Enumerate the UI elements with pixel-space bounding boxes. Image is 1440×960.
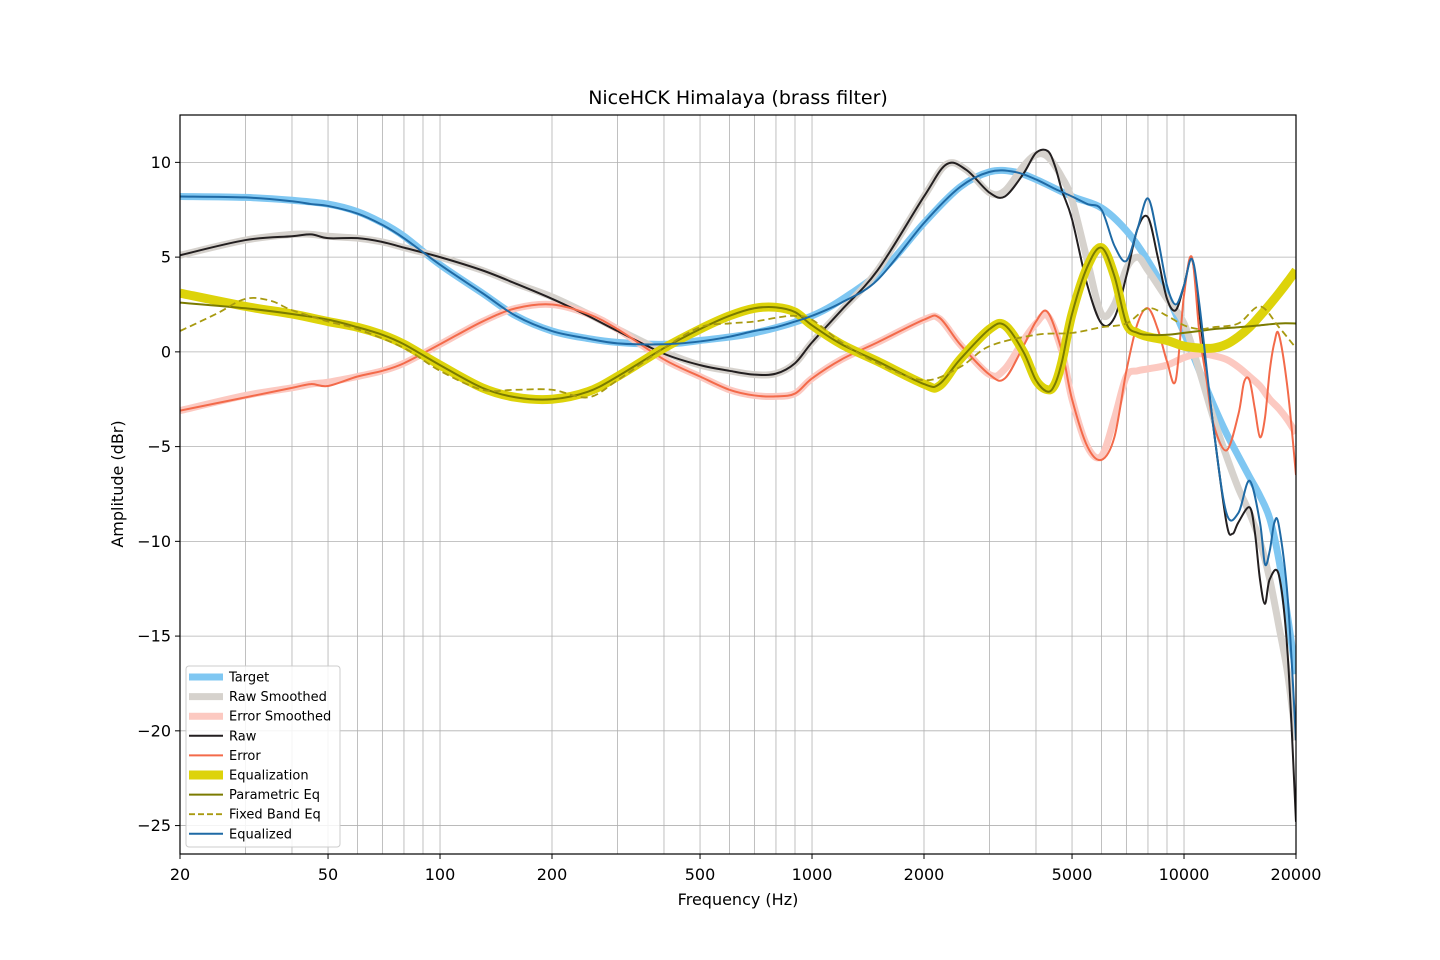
y-tick-label: −5 xyxy=(147,437,171,456)
x-tick-label: 20 xyxy=(170,865,190,884)
legend-label-target: Target xyxy=(228,671,269,686)
grid xyxy=(179,115,1297,854)
legend-label-parametric-eq: Parametric Eq xyxy=(229,788,320,803)
series-layer xyxy=(180,148,1296,822)
y-tick-label: −25 xyxy=(137,816,171,835)
x-tick-label: 5000 xyxy=(1052,865,1093,884)
axis-ticks: 20 50 100 200 500 1000 2000 5000 10000 200001050−… xyxy=(137,153,1321,884)
x-tick-label: 1000 xyxy=(792,865,833,884)
x-tick-label: 2000 xyxy=(904,865,945,884)
legend-label-equalization: Equalization xyxy=(229,769,309,784)
y-tick-label: 10 xyxy=(151,153,171,172)
legend-label-fixed-band-eq: Fixed Band Eq xyxy=(229,808,321,823)
legend-label-raw: Raw xyxy=(229,729,257,744)
x-tick-label: 500 xyxy=(685,865,716,884)
legend-label-equalized: Equalized xyxy=(229,827,292,842)
legend-box xyxy=(185,665,341,848)
series-line-fixed-band-eq xyxy=(180,296,1296,399)
x-tick-label: 20000 xyxy=(1271,865,1322,884)
y-tick-label: 0 xyxy=(161,342,171,361)
legend-label-raw-smoothed: Raw Smoothed xyxy=(229,690,327,705)
plot-frame xyxy=(179,114,1297,855)
chart-title: NiceHCK Himalaya (brass filter) xyxy=(588,87,888,109)
y-tick-label: −10 xyxy=(137,532,171,551)
series-line-equalized xyxy=(180,169,1296,741)
legend-label-error-smoothed: Error Smoothed xyxy=(229,710,331,725)
series-line-raw xyxy=(180,148,1296,822)
x-tick-label: 100 xyxy=(425,865,456,884)
y-tick-label: 5 xyxy=(161,248,171,267)
x-tick-label: 50 xyxy=(318,865,338,884)
y-tick-label: −15 xyxy=(137,627,171,646)
legend: Target Raw Smoothed Error Smoothed Raw Error… xyxy=(185,665,341,848)
x-axis-title: Frequency (Hz) xyxy=(678,890,799,909)
y-axis-title: Amplitude (dBr) xyxy=(108,420,127,547)
y-tick-label: −20 xyxy=(137,721,171,740)
legend-label-error: Error xyxy=(229,749,261,764)
series-line-parametric-eq xyxy=(180,246,1296,401)
x-tick-label: 200 xyxy=(537,865,568,884)
x-tick-label: 10000 xyxy=(1159,865,1210,884)
